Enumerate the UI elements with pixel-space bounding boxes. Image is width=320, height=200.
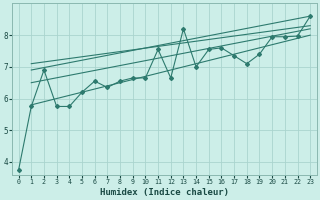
X-axis label: Humidex (Indice chaleur): Humidex (Indice chaleur)	[100, 188, 229, 197]
